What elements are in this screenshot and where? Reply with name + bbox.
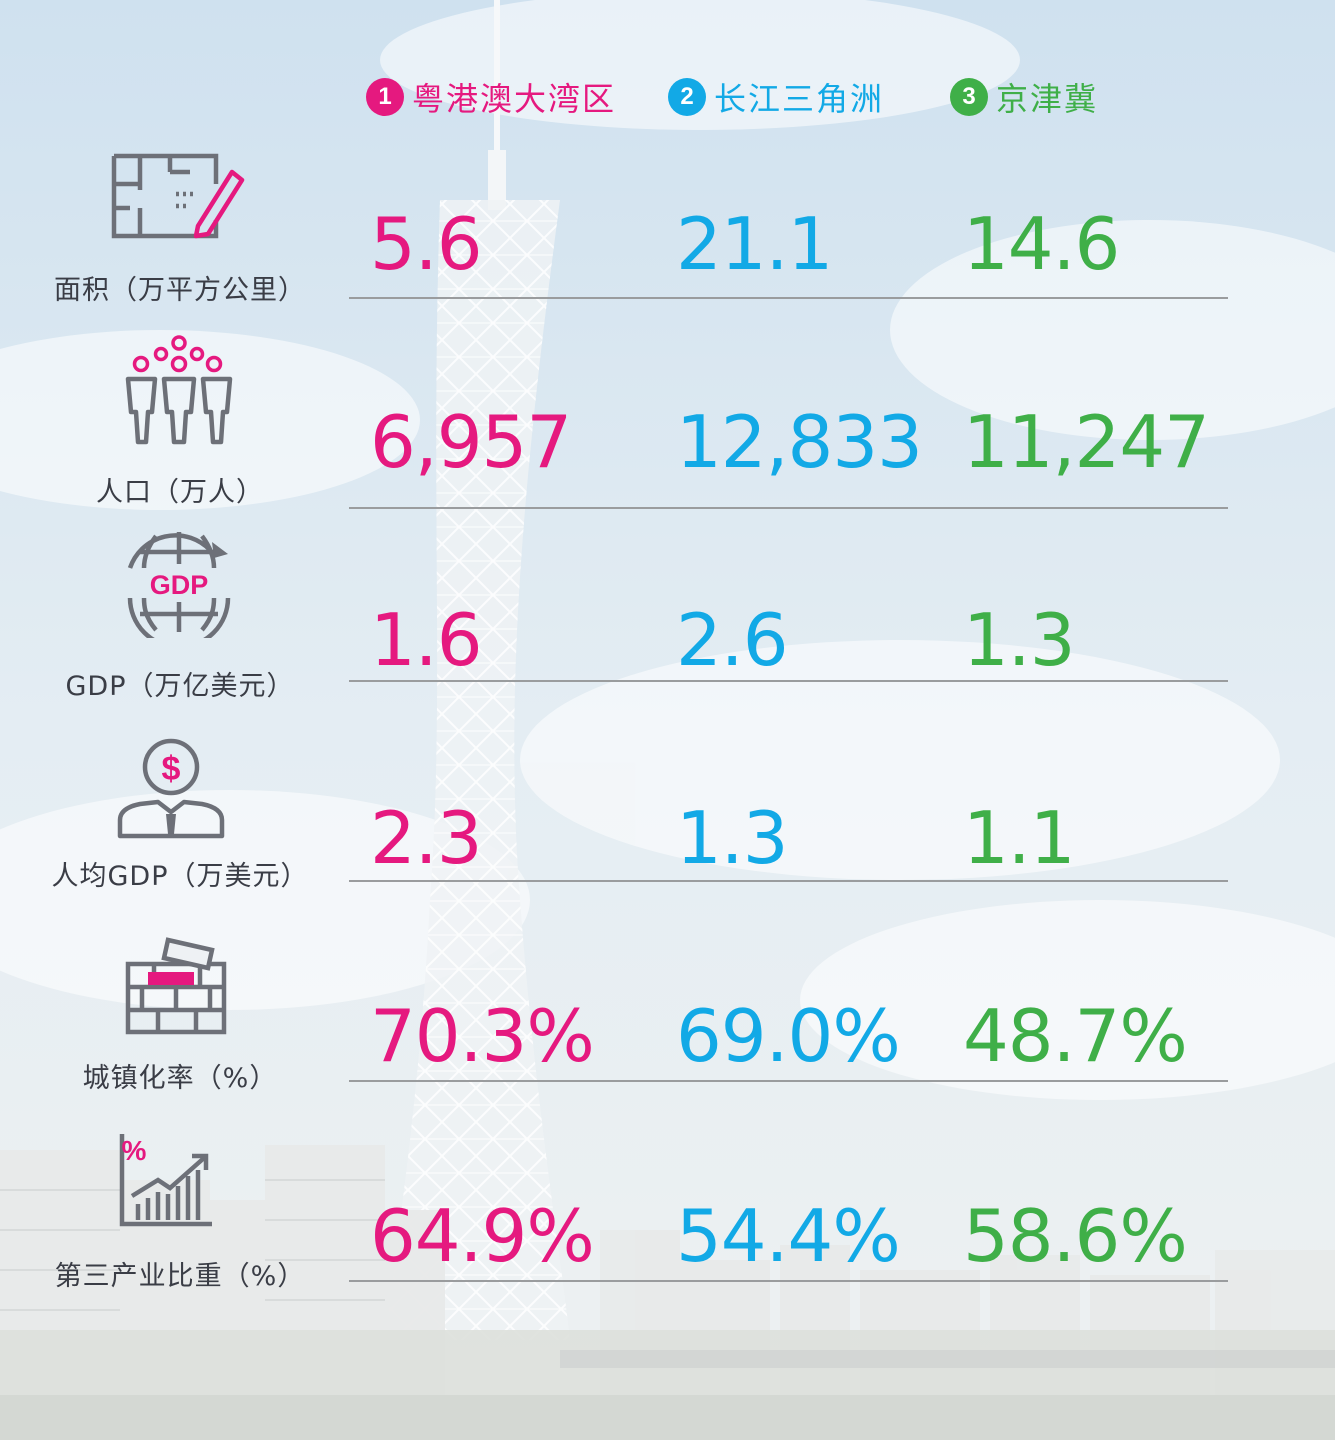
growth-chart-icon: % bbox=[119, 1134, 212, 1227]
value-tertiary-jjj: 58.6% bbox=[963, 1194, 1188, 1278]
row-divider bbox=[349, 1280, 1228, 1282]
value-population-yrd: 12,833 bbox=[676, 400, 923, 484]
value-gdp-jjj: 1.3 bbox=[963, 598, 1076, 682]
person-dollar-icon: $ bbox=[117, 738, 225, 839]
value-urbanization-jjj: 48.7% bbox=[963, 994, 1188, 1078]
number-1-badge: 1 bbox=[366, 78, 404, 116]
row-divider bbox=[349, 297, 1228, 299]
value-tertiary-yrd: 54.4% bbox=[676, 1194, 901, 1278]
value-gdp-gba: 1.6 bbox=[370, 598, 483, 682]
gdp-icon-text: GDP bbox=[150, 570, 209, 600]
value-tertiary-gba: 64.9% bbox=[370, 1194, 595, 1278]
value-urbanization-yrd: 69.0% bbox=[676, 994, 901, 1078]
metric-label-gdp-per-capita: 人均GDP（万美元） bbox=[51, 861, 309, 892]
percent-icon-text: % bbox=[122, 1135, 147, 1166]
population-icon bbox=[125, 335, 233, 445]
legend-label-gba: 粤港澳大湾区 bbox=[412, 80, 617, 118]
value-gdp-per-capita-gba: 2.3 bbox=[370, 796, 483, 880]
metric-label-tertiary: 第三产业比重（%） bbox=[54, 1261, 306, 1292]
legend-item-region-3: 3 京津冀 bbox=[950, 74, 1098, 120]
dollar-icon-text: $ bbox=[162, 750, 181, 788]
row-divider bbox=[349, 507, 1228, 509]
brick-wall-icon bbox=[125, 937, 227, 1035]
floorplan-icon bbox=[111, 153, 245, 239]
value-population-jjj: 11,247 bbox=[963, 400, 1210, 484]
value-gdp-per-capita-jjj: 1.1 bbox=[963, 796, 1076, 880]
value-area-yrd: 21.1 bbox=[676, 202, 833, 286]
metric-label-population: 人口（万人） bbox=[96, 477, 264, 508]
globe-gdp-icon: GDP bbox=[127, 532, 231, 638]
legend-item-region-1: 1 粤港澳大湾区 bbox=[366, 74, 616, 120]
row-divider bbox=[349, 880, 1228, 882]
row-divider bbox=[349, 1080, 1228, 1082]
metric-label-urbanization: 城镇化率（%） bbox=[82, 1063, 278, 1094]
metric-label-area: 面积（万平方公里） bbox=[54, 275, 306, 306]
value-area-jjj: 14.6 bbox=[963, 202, 1120, 286]
value-urbanization-gba: 70.3% bbox=[370, 994, 595, 1078]
number-2-badge: 2 bbox=[668, 78, 706, 116]
legend-label-jjj: 京津冀 bbox=[996, 80, 1099, 118]
metric-label-gdp: GDP（万亿美元） bbox=[65, 671, 295, 702]
value-gdp-per-capita-yrd: 1.3 bbox=[676, 796, 789, 880]
legend-label-yrd: 长江三角洲 bbox=[714, 80, 885, 118]
legend-item-region-2: 2 长江三角洲 bbox=[668, 74, 884, 120]
row-divider bbox=[349, 680, 1228, 682]
value-gdp-yrd: 2.6 bbox=[676, 598, 789, 682]
value-population-gba: 6,957 bbox=[370, 400, 572, 484]
number-3-badge: 3 bbox=[950, 78, 988, 116]
value-area-gba: 5.6 bbox=[370, 202, 483, 286]
